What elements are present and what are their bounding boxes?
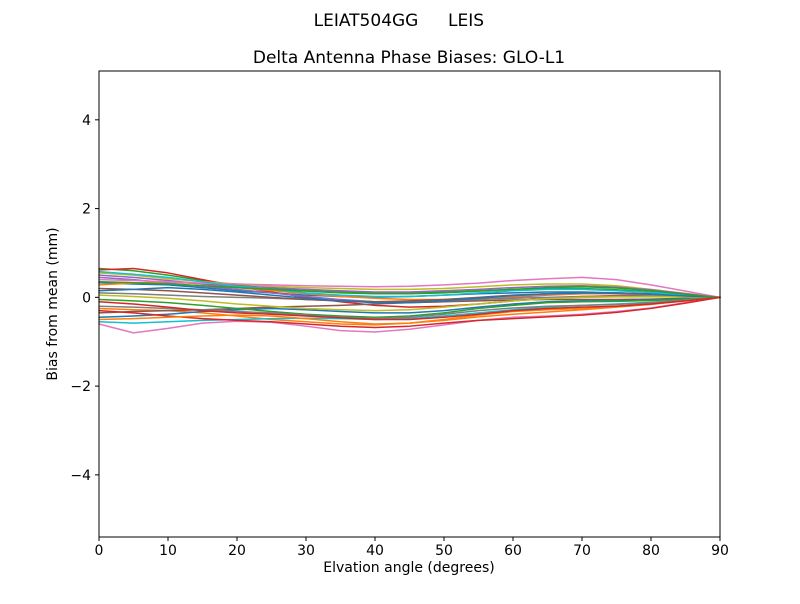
- x-tick-label: 60: [504, 543, 522, 559]
- x-tick-label: 50: [435, 543, 453, 559]
- series-line: [98, 296, 721, 320]
- y-tick-label: −2: [70, 379, 91, 395]
- x-tick-label: 70: [573, 543, 591, 559]
- series-line: [98, 274, 721, 299]
- x-tick-label: 0: [95, 543, 104, 559]
- series-line: [98, 270, 721, 299]
- y-tick-label: 4: [82, 113, 91, 129]
- series-line: [98, 286, 721, 304]
- chart-title: Delta Antenna Phase Biases: GLO-L1: [253, 48, 565, 68]
- x-tick-label: 90: [711, 543, 729, 559]
- series-line: [98, 296, 721, 321]
- suptitle-agency: LEIS: [448, 11, 484, 31]
- series-line: [98, 296, 721, 319]
- x-tick-label: 20: [228, 543, 246, 559]
- x-tick-label: 80: [642, 543, 660, 559]
- series-line: [98, 281, 721, 299]
- series-line: [98, 292, 721, 303]
- y-tick-label: 2: [82, 202, 91, 218]
- series-line: [98, 276, 721, 299]
- y-tick-label: −4: [70, 468, 91, 484]
- series-line: [98, 296, 721, 329]
- series-line: [98, 296, 721, 334]
- x-axis-label: Elvation angle (degrees): [323, 560, 494, 576]
- plot-group: 0 10 20 30 40 50 60 70 80 90 −4 −2 0 2 4: [70, 70, 729, 559]
- series-line: [98, 294, 721, 312]
- x-tick-label: 40: [366, 543, 384, 559]
- plot-area: [98, 70, 721, 538]
- suptitle-antenna: LEIAT504GG: [314, 11, 419, 31]
- x-tick-label: 30: [297, 543, 315, 559]
- x-tick-label: 10: [159, 543, 177, 559]
- series-line: [98, 267, 721, 299]
- series-line: [98, 296, 721, 325]
- y-tick-label: 0: [82, 290, 91, 306]
- y-axis-label: Bias from mean (mm): [45, 227, 61, 380]
